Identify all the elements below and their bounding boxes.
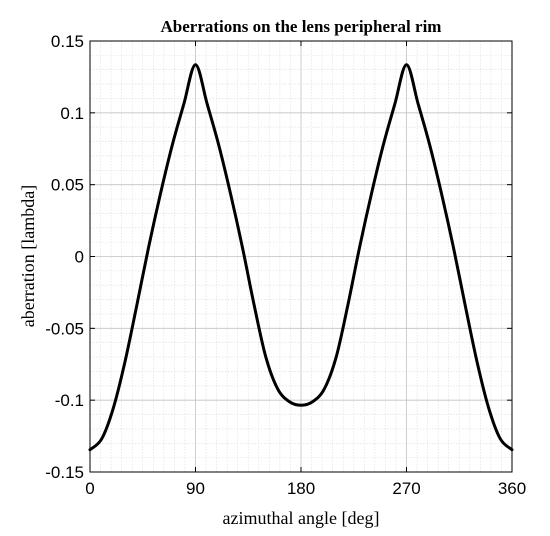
y-tick-label: -0.05 [45, 319, 84, 338]
x-tick-label: 90 [186, 479, 205, 498]
y-tick-label: 0.15 [51, 32, 84, 51]
y-axis-label: aberration [lambda] [18, 185, 38, 327]
grid [89, 40, 513, 473]
y-tick-label: 0 [75, 248, 84, 267]
x-tick-labels: 0 90 180 270 360 [85, 479, 526, 498]
axis-ticks [89, 40, 513, 473]
x-axis-label: azimuthal angle [deg] [223, 508, 380, 528]
series-line [88, 63, 514, 452]
y-tick-labels: -0.15 -0.1 -0.05 0 0.05 0.1 0.15 [45, 32, 84, 482]
x-tick-label: 180 [287, 479, 315, 498]
x-tick-label: 270 [392, 479, 420, 498]
y-tick-label: 0.1 [60, 104, 84, 123]
chart-title: Aberrations on the lens peripheral rim [161, 17, 442, 36]
x-tick-label: 360 [498, 479, 526, 498]
x-tick-label: 0 [85, 479, 94, 498]
y-tick-label: -0.15 [45, 463, 84, 482]
y-tick-label: 0.05 [51, 176, 84, 195]
y-tick-label: -0.1 [55, 391, 84, 410]
